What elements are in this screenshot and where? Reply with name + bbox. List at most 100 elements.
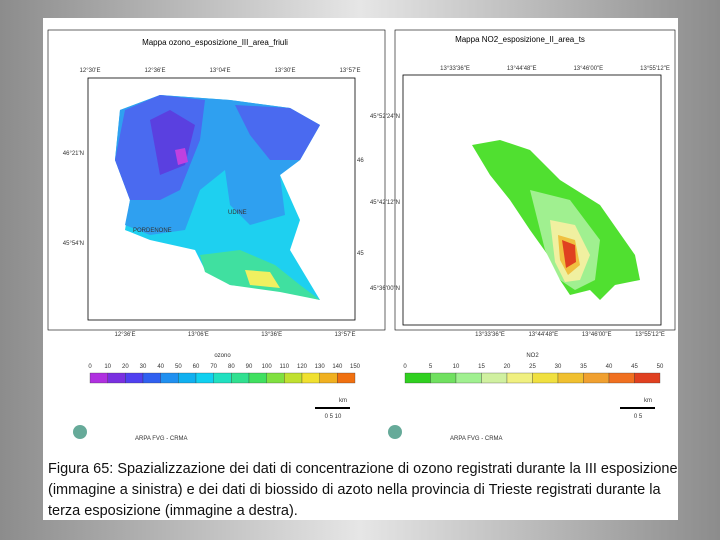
legend-tick: 20 [504,364,511,370]
lon-label: 13°57'E [335,332,356,338]
color-swatch [557,372,584,384]
legend-title: NO2 [526,353,539,359]
color-swatch [301,372,320,384]
legend-tick: 80 [228,364,235,370]
legend-tick: 90 [246,364,253,370]
color-swatch [319,372,338,384]
color-swatch [608,372,635,384]
caption-line: (immagine a sinistra) e dei dati di bios… [48,482,661,498]
left-title: Mappa ozono_esposizione_III_area_friuli [142,38,288,47]
legend-tick: 25 [529,364,536,370]
logo [73,425,87,439]
legend-tick: 40 [157,364,164,370]
caption-line: terza esposizione (immagine a destra). [48,503,298,519]
color-swatch [89,372,108,384]
color-swatch [142,372,161,384]
legend-tick: 45 [631,364,638,370]
lon-label: 13°06'E [188,332,209,338]
lon-label: 12°36'E [145,68,166,74]
lat-label: 45°52'24"N [370,114,400,120]
left-frame [47,29,386,331]
place-label: UDINE [228,210,247,216]
legend-tick: 50 [657,364,664,370]
color-swatch [634,372,661,384]
legend-tick: 10 [453,364,460,370]
color-swatch [231,372,250,384]
lat-label: 45 [357,251,364,257]
color-swatch [160,372,179,384]
legend-tick: 60 [193,364,200,370]
color-swatch [107,372,126,384]
credit: ARPA FVG - CRMA [450,436,503,442]
lon-label: 13°46'00"E [582,332,612,338]
legend-tick: 10 [104,364,111,370]
color-swatch [213,372,232,384]
lon-label: 12°36'E [115,332,136,338]
legend-tick: 140 [332,364,343,370]
legend-tick: 0 [403,364,407,370]
lon-label: 13°36'E [261,332,282,338]
color-swatch [506,372,533,384]
legend-tick: 15 [478,364,485,370]
color-swatch [481,372,508,384]
lon-label: 13°57'E [340,68,361,74]
scale-ticks: 0 5 [634,414,643,420]
lon-label: 13°55'12"E [635,332,665,338]
legend-tick: 0 [88,364,92,370]
left-map-frame [87,77,356,321]
color-swatch [430,372,457,384]
color-swatch [125,372,144,384]
scale-unit: km [644,398,652,404]
legend-tick: 35 [580,364,587,370]
legend-tick: 30 [555,364,562,370]
lat-label: 46 [357,158,364,164]
legend-tick: 70 [210,364,217,370]
lon-label: 13°33'36"E [440,66,470,72]
legend-tick: 130 [315,364,326,370]
lon-label: 13°44'48"E [507,66,537,72]
legend-tick: 20 [122,364,129,370]
caption-line: Figura 65: Spazializzazione dei dati di … [48,461,678,477]
lon-label: 13°55'12"E [640,66,670,72]
right-map [472,140,640,300]
legend-tick: 5 [429,364,433,370]
color-swatch [455,372,482,384]
place-label: PORDENONE [133,228,172,234]
color-swatch [532,372,559,384]
right-map-frame [402,74,662,326]
left-map [115,95,320,300]
legend-title: ozono [214,353,231,359]
lat-label: 45°42'12"N [370,200,400,206]
legend-tick: 110 [280,364,290,370]
lon-label: 13°04'E [210,68,231,74]
color-swatch [583,372,610,384]
right-title: Mappa NO2_esposizione_II_area_ts [455,35,585,44]
lon-label: 13°30'E [275,68,296,74]
lat-label: 45°54'N [63,241,84,247]
legend-tick: 100 [262,364,273,370]
lat-label: 45°36'00"N [370,286,400,292]
lat-label: 46°21'N [63,151,84,157]
legend-tick: 50 [175,364,182,370]
legend-tick: 120 [297,364,308,370]
scale-ticks: 0 5 10 [325,414,342,420]
lon-label: 13°46'00"E [573,66,603,72]
color-swatch [404,372,431,384]
color-swatch [284,372,303,384]
right-frame [394,29,676,331]
credit: ARPA FVG - CRMA [135,436,188,442]
legend-tick: 150 [350,364,361,370]
color-swatch [195,372,214,384]
legend-tick: 40 [606,364,613,370]
lon-label: 12°30'E [80,68,101,74]
lon-label: 13°33'36"E [475,332,505,338]
scale-unit: km [339,398,347,404]
color-swatch [266,372,285,384]
logo [388,425,402,439]
color-swatch [248,372,267,384]
color-swatch [178,372,197,384]
lon-label: 13°44'48"E [528,332,558,338]
legend-tick: 30 [140,364,147,370]
